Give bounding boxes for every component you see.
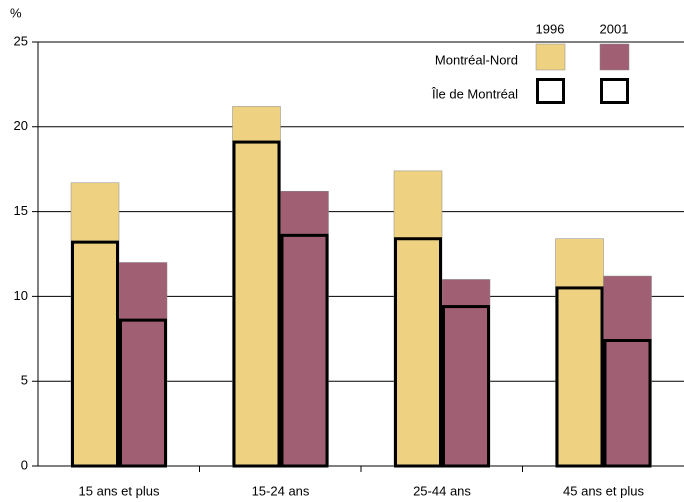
bar-outline <box>280 233 329 468</box>
bar-outline <box>71 240 119 468</box>
legend-swatch <box>536 78 565 104</box>
bar <box>441 279 491 467</box>
y-tick-label: 25 <box>14 33 28 48</box>
y-tick-label: 0 <box>21 457 28 472</box>
bar-outline <box>555 286 604 468</box>
bar-outline <box>394 237 442 468</box>
x-tick-label: 15-24 ans <box>252 483 310 498</box>
legend-year: 1996 <box>536 21 565 36</box>
legend-label: Île de Montréal <box>431 86 518 101</box>
x-tick-label: 45 ans et plus <box>563 483 644 498</box>
bar-outline <box>442 305 490 468</box>
x-tick-label: 15 ans et plus <box>79 483 160 498</box>
legend-swatch <box>599 43 630 71</box>
y-tick-label: 10 <box>14 288 28 303</box>
bar <box>118 262 168 467</box>
bar <box>603 275 652 467</box>
legend-swatch <box>600 78 629 104</box>
bar <box>555 238 604 467</box>
bar <box>232 106 281 467</box>
y-unit: % <box>10 5 22 20</box>
bar-outline <box>119 318 167 468</box>
legend-label: Montréal-Nord <box>435 52 518 67</box>
bar <box>393 170 443 467</box>
bar <box>70 182 120 467</box>
legend-swatch <box>535 43 566 71</box>
y-tick-label: 15 <box>14 203 28 218</box>
bar-outline <box>603 338 652 468</box>
legend-year: 2001 <box>600 21 629 36</box>
y-tick-label: 5 <box>21 373 28 388</box>
bar <box>280 190 329 467</box>
bar-outline <box>232 140 281 468</box>
y-tick-label: 20 <box>14 118 28 133</box>
x-tick-label: 25-44 ans <box>413 483 471 498</box>
